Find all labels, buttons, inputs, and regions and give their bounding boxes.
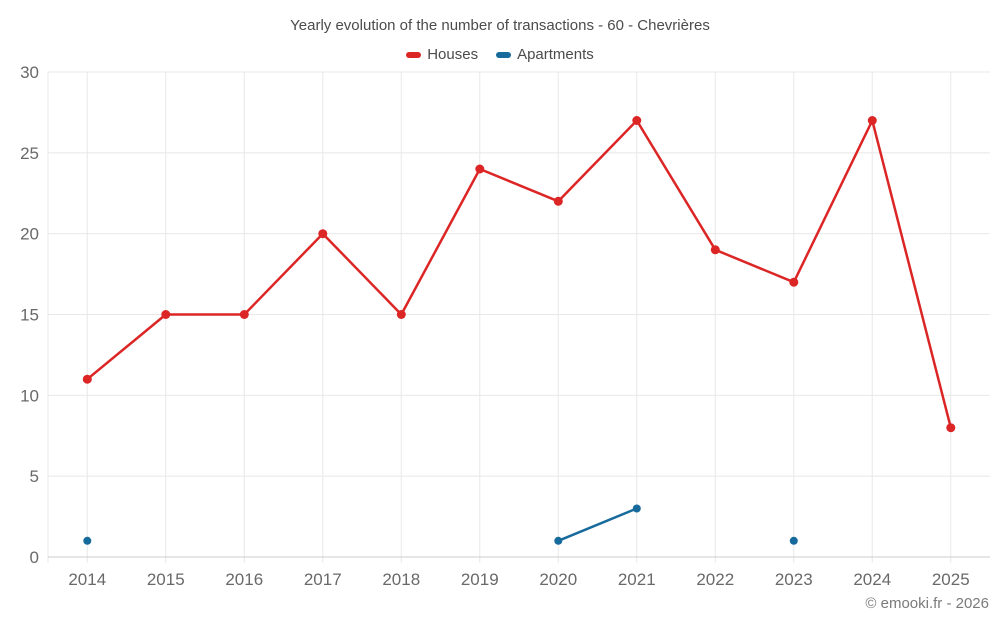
houses-point-2015[interactable] xyxy=(161,310,171,319)
houses-line xyxy=(86,119,953,429)
copyright-text: © emooki.fr - 2026 xyxy=(865,595,989,612)
y-tick-label: 10 xyxy=(20,386,39,405)
houses-point-2016[interactable] xyxy=(239,310,249,319)
legend-label: Apartments xyxy=(517,46,594,63)
x-tick-label: 2017 xyxy=(304,570,342,589)
houses-point-2022[interactable] xyxy=(710,245,720,255)
legend-label: Houses xyxy=(427,46,479,63)
x-tick-label: 2019 xyxy=(461,570,499,589)
legend-item-houses[interactable]: Houses xyxy=(406,46,478,63)
x-tick-label: 2014 xyxy=(68,570,106,589)
apartments-line xyxy=(558,509,794,541)
y-tick-label: 15 xyxy=(20,306,39,325)
houses-point-2020[interactable] xyxy=(553,196,563,206)
x-tick-label: 2023 xyxy=(775,570,813,589)
houses-point-2024[interactable] xyxy=(867,116,877,125)
houses-point-2019[interactable] xyxy=(475,164,485,174)
y-tick-label: 0 xyxy=(30,548,39,567)
x-tick-label: 2015 xyxy=(147,570,185,589)
x-tick-label: 2024 xyxy=(853,570,891,589)
x-tick-label: 2021 xyxy=(618,570,656,589)
y-tick-label: 30 xyxy=(20,63,39,82)
x-tick-label: 2025 xyxy=(932,570,970,589)
legend-item-apartments[interactable]: Apartments xyxy=(496,46,594,63)
houses-point-2025[interactable] xyxy=(946,423,956,433)
houses-point-2023[interactable] xyxy=(789,277,799,287)
y-tick-label: 5 xyxy=(30,467,39,486)
x-tick-label: 2020 xyxy=(539,570,577,589)
chart-title: Yearly evolution of the number of transa… xyxy=(290,17,710,34)
legend-swatch-houses xyxy=(406,51,422,58)
houses-point-2021[interactable] xyxy=(632,116,642,125)
houses-point-2014[interactable] xyxy=(82,374,92,384)
apartments-point-2021[interactable] xyxy=(632,504,641,513)
houses-point-2017[interactable] xyxy=(318,229,328,239)
chart-legend: Houses Apartments xyxy=(0,46,1000,63)
y-tick-label: 25 xyxy=(20,144,39,163)
apartments-point-2020[interactable] xyxy=(554,536,563,545)
x-tick-label: 2018 xyxy=(382,570,420,589)
x-tick-label: 2016 xyxy=(225,570,263,589)
y-tick-label: 20 xyxy=(20,225,39,244)
houses-point-2018[interactable] xyxy=(396,310,406,319)
apartments-point-2014[interactable] xyxy=(83,536,92,545)
x-tick-label: 2022 xyxy=(696,570,734,589)
apartments-point-2023[interactable] xyxy=(789,536,798,545)
legend-swatch-apartments xyxy=(496,51,512,58)
